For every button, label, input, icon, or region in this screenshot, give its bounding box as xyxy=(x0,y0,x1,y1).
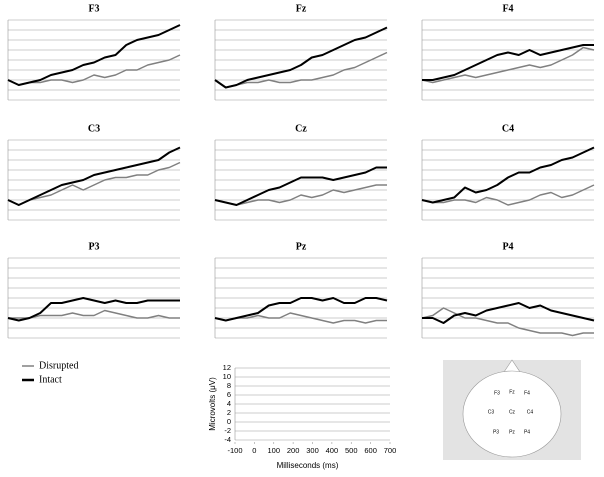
x-tick-label: 100 xyxy=(267,446,280,455)
x-tick-label: 700 xyxy=(384,446,397,455)
series-line xyxy=(421,184,595,206)
y-tick-label: 2 xyxy=(227,408,231,417)
series-line xyxy=(214,51,388,89)
series-line xyxy=(7,24,181,86)
series-line xyxy=(214,184,387,206)
panel-title: Cz xyxy=(295,123,307,134)
electrode-label: C4 xyxy=(527,409,534,415)
legend-label: Intact xyxy=(39,374,62,385)
electrode-label: Pz xyxy=(509,429,515,435)
x-tick-label: 600 xyxy=(364,446,377,455)
electrode-label: F3 xyxy=(494,390,500,396)
series-line xyxy=(214,312,387,324)
series-line xyxy=(7,297,180,322)
x-tick-label: 300 xyxy=(306,446,319,455)
series-line xyxy=(214,166,387,206)
y-tick-label: -2 xyxy=(224,426,231,435)
x-tick-label: 400 xyxy=(326,446,339,455)
series-line xyxy=(8,309,180,319)
y-tick-label: 4 xyxy=(227,399,231,408)
panel-title: C3 xyxy=(88,123,100,134)
legend-label: Disrupted xyxy=(39,360,78,371)
series-line xyxy=(422,44,594,81)
panel-title: P4 xyxy=(502,241,513,252)
panel-title: C4 xyxy=(502,123,514,134)
y-tick-label: 0 xyxy=(227,417,231,426)
panel-title: Fz xyxy=(296,3,307,14)
series-line xyxy=(422,302,595,324)
electrode-label: Fz xyxy=(509,389,515,395)
x-tick-label: 200 xyxy=(287,446,300,455)
series-line xyxy=(214,297,388,322)
head-outline xyxy=(462,370,562,458)
y-tick-label: 10 xyxy=(223,372,231,381)
electrode-label: F4 xyxy=(524,390,530,396)
y-tick-label: 8 xyxy=(227,381,231,390)
series-line xyxy=(7,161,181,206)
electrode-label: P4 xyxy=(524,429,530,435)
series-line xyxy=(421,46,595,84)
electrode-label: C3 xyxy=(488,409,495,415)
series-line xyxy=(7,54,181,86)
x-tick-label: 0 xyxy=(252,446,256,455)
y-tick-label: -4 xyxy=(224,435,231,444)
x-tick-label: -100 xyxy=(227,446,242,455)
y-axis-label: Microvolts (μV) xyxy=(208,377,217,431)
series-line xyxy=(214,26,388,89)
series-line xyxy=(421,307,594,337)
panel-title: Pz xyxy=(296,241,307,252)
x-axis-label: Milliseconds (ms) xyxy=(277,461,339,470)
y-tick-label: 6 xyxy=(227,390,231,399)
panel-title: F4 xyxy=(502,3,513,14)
series-line xyxy=(7,146,181,206)
electrode-label: Cz xyxy=(509,409,516,415)
x-tick-label: 500 xyxy=(345,446,358,455)
panel-title: P3 xyxy=(88,241,99,252)
series-line xyxy=(421,146,595,204)
y-tick-label: 12 xyxy=(223,363,231,372)
panel-title: F3 xyxy=(88,3,99,14)
electrode-label: P3 xyxy=(493,429,499,435)
